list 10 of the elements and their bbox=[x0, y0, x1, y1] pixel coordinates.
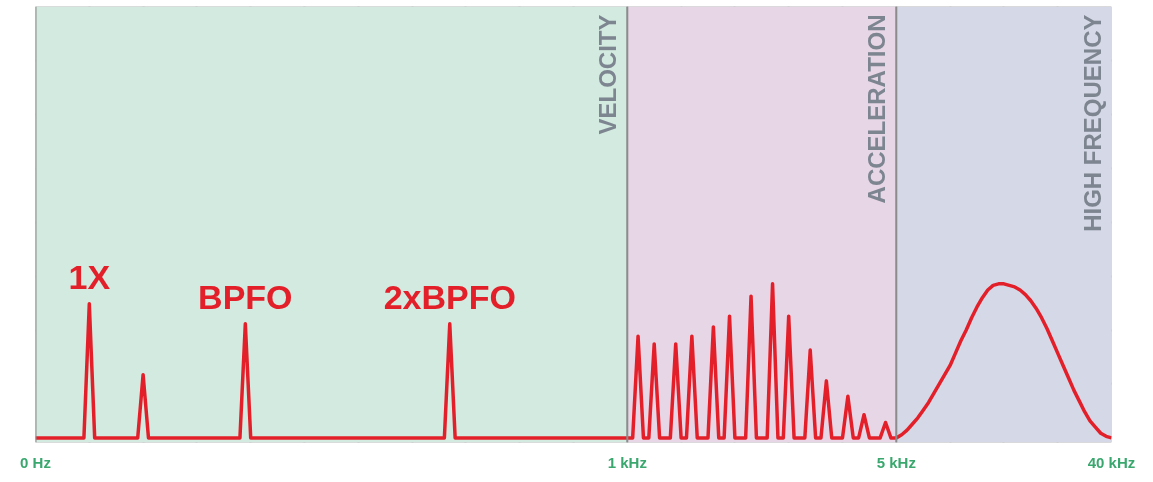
x-tick-label: 40 kHz bbox=[1087, 453, 1136, 471]
annotation: 2xBPFO bbox=[383, 277, 516, 316]
band-label: VELOCITY bbox=[594, 14, 622, 135]
x-tick-label: 1 kHz bbox=[607, 453, 647, 471]
band-label: ACCELERATION bbox=[863, 14, 891, 204]
band-label: HIGH FREQUENCY bbox=[1078, 14, 1106, 232]
x-tick-label: 0 Hz bbox=[20, 453, 51, 471]
annotation: 1X bbox=[68, 257, 111, 296]
x-tick-label: 5 kHz bbox=[876, 453, 916, 471]
annotation: BPFO bbox=[198, 277, 293, 316]
